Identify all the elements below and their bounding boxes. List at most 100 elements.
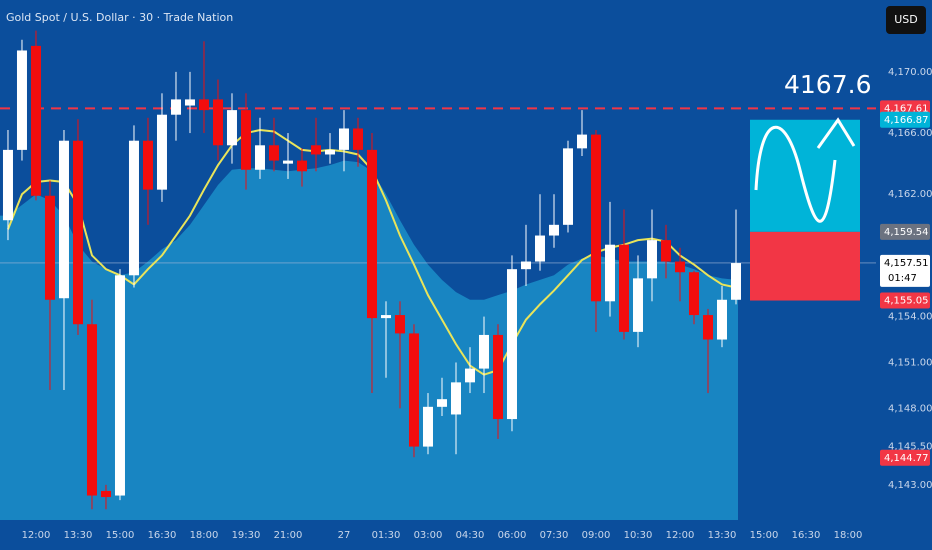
- candle-body: [324, 149, 335, 155]
- candle-body: [534, 235, 545, 262]
- x-tick-label: 12:00: [22, 530, 51, 541]
- x-tick-label: 10:30: [624, 530, 653, 541]
- candle-body: [716, 299, 727, 340]
- price-label-box: [880, 223, 930, 240]
- price-label-box: [880, 254, 930, 287]
- candle-body: [310, 145, 321, 155]
- candle-body: [520, 261, 531, 270]
- annotation: 4167.6: [784, 70, 871, 99]
- y-tick-label: 4,145.50: [888, 442, 932, 453]
- x-tick-label: 16:30: [148, 530, 177, 541]
- y-tick-label: 4,170.00: [888, 67, 932, 78]
- candle-body: [268, 145, 279, 161]
- candle-body: [86, 324, 97, 496]
- x-tick-label: 03:00: [414, 530, 443, 541]
- candle-body: [184, 99, 195, 106]
- x-tick-label: 09:00: [582, 530, 611, 541]
- x-tick-label: 07:30: [540, 530, 569, 541]
- candle-body: [450, 382, 461, 415]
- position-icon: [754, 117, 856, 223]
- arrow-icon: [816, 117, 856, 149]
- candle-body: [394, 315, 405, 334]
- x-tick-label: 13:30: [708, 530, 737, 541]
- price-label: 4,144.77: [884, 453, 929, 464]
- y-tick-label: 4,151.00: [888, 357, 932, 368]
- x-tick-label: 15:00: [750, 530, 779, 541]
- x-tick-label: 06:00: [498, 530, 527, 541]
- candle-body: [576, 134, 587, 149]
- currency: USD: [894, 13, 918, 26]
- price-label: 4,167.61: [884, 103, 929, 114]
- candle-body: [44, 195, 55, 300]
- candle-body: [156, 114, 167, 190]
- candle-body: [464, 368, 475, 383]
- candle-body: [548, 224, 559, 236]
- price-label-box: [880, 449, 930, 466]
- x-tick-label: 18:00: [834, 530, 863, 541]
- x-tick-label: 21:00: [274, 530, 303, 541]
- candle-body: [282, 160, 293, 164]
- candle-body: [380, 315, 391, 319]
- candle-body: [702, 315, 713, 340]
- time-axis: [0, 520, 932, 550]
- wave-icon: [754, 125, 837, 223]
- candle-body: [30, 45, 41, 196]
- candle-body: [100, 490, 111, 498]
- y-tick-label: 4,148.00: [888, 403, 932, 414]
- candle-body: [492, 334, 503, 420]
- candle-body: [338, 128, 349, 150]
- price-label: 4,157.51: [884, 258, 929, 269]
- candle-body: [506, 269, 517, 420]
- candle-body: [212, 99, 223, 146]
- candle-body: [646, 240, 657, 279]
- x-tick-label: 01:30: [372, 530, 401, 541]
- candle-body: [478, 334, 489, 369]
- x-tick-label: 16:30: [792, 530, 821, 541]
- candle-body: [352, 128, 363, 150]
- candle-body: [590, 134, 601, 302]
- candle-body: [618, 244, 629, 332]
- candle-body: [226, 110, 237, 146]
- candle-body: [142, 140, 153, 190]
- candle-body: [128, 140, 139, 276]
- candle-body: [170, 99, 181, 115]
- candle-body: [604, 244, 615, 302]
- price-label: 4,159.54: [884, 227, 929, 238]
- price-label-box: [880, 292, 930, 309]
- x-tick-label: 04:30: [456, 530, 485, 541]
- candle-body: [16, 50, 27, 150]
- candle-body: [58, 140, 69, 299]
- chart-title: Gold Spot / U.S. Dollar · 30 · Trade Nat…: [6, 11, 233, 24]
- candle-body: [408, 333, 419, 447]
- countdown: 01:47: [888, 273, 917, 284]
- candle-body: [366, 149, 377, 319]
- candle-body: [296, 160, 307, 172]
- candle-body: [2, 149, 13, 221]
- y-tick-label: 4,154.00: [888, 312, 932, 323]
- candle-body: [674, 261, 685, 273]
- candle-body: [254, 145, 265, 170]
- candle-body: [422, 406, 433, 447]
- x-tick-label: 12:00: [666, 530, 695, 541]
- x-tick-label: 19:30: [232, 530, 261, 541]
- candle-body: [632, 278, 643, 332]
- candle-body: [72, 140, 83, 325]
- candle-body: [436, 399, 447, 407]
- x-tick-label: 13:30: [64, 530, 93, 541]
- candle-body: [688, 272, 699, 316]
- x-tick-label: 18:00: [190, 530, 219, 541]
- y-tick-label: 4,166.00: [888, 128, 932, 139]
- candle-body: [198, 99, 209, 111]
- candle-body: [562, 148, 573, 225]
- candle-body: [114, 275, 125, 496]
- currency-button: [886, 6, 926, 34]
- price-label: 4,155.05: [884, 296, 929, 307]
- x-tick-label: 15:00: [106, 530, 135, 541]
- area: [0, 160, 738, 520]
- stop-zone: [750, 231, 860, 301]
- price-label: 4,166.87: [884, 115, 929, 126]
- price-label-box: [880, 111, 930, 128]
- candle-body: [660, 240, 671, 262]
- candle-body: [240, 110, 251, 170]
